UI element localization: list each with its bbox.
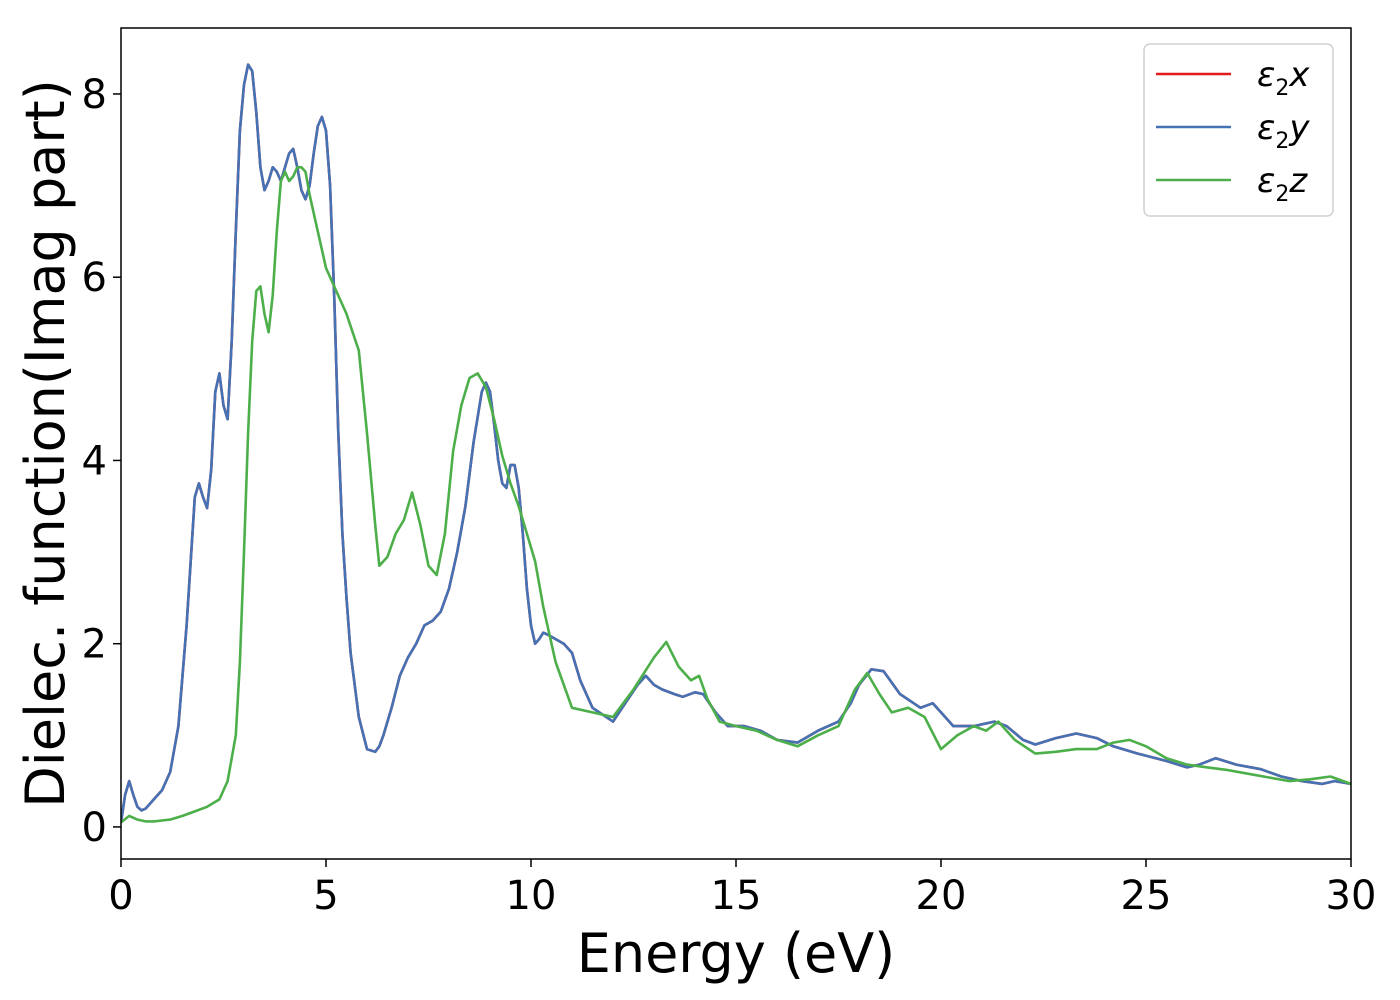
legend-label-z: ε2z <box>1257 161 1308 207</box>
series-line-y <box>121 63 1351 824</box>
legend-symbol: ε <box>1257 108 1275 148</box>
y-axis: 0 2 4 6 8 <box>82 72 121 851</box>
legend-symbol: ε <box>1257 55 1275 95</box>
legend-label-y: ε2y <box>1257 108 1310 154</box>
x-tick-label: 25 <box>1121 873 1172 919</box>
y-tick-label: 8 <box>82 72 107 118</box>
y-axis-label: Dielec. function(Imag part) <box>14 79 77 808</box>
y-tick-label: 4 <box>82 438 107 484</box>
legend-variable: z <box>1288 161 1308 201</box>
x-tick-label: 15 <box>711 873 762 919</box>
legend-label-x: ε2x <box>1257 55 1310 101</box>
legend-variable: y <box>1288 108 1310 148</box>
legend-subscript: 2 <box>1275 129 1289 154</box>
x-axis-label: Energy (eV) <box>577 922 896 985</box>
x-tick-label: 5 <box>313 873 338 919</box>
x-tick-label: 0 <box>108 873 133 919</box>
x-axis: 0 5 10 15 20 25 30 <box>108 859 1376 919</box>
x-tick-label: 10 <box>506 873 557 919</box>
legend-symbol: ε <box>1257 161 1275 201</box>
y-tick-label: 0 <box>82 805 107 851</box>
series-layer <box>121 63 1351 824</box>
legend-variable: x <box>1288 55 1310 95</box>
series-line-z <box>121 166 1351 824</box>
legend-subscript: 2 <box>1275 76 1289 101</box>
x-tick-label: 20 <box>916 873 967 919</box>
x-tick-label: 30 <box>1326 873 1377 919</box>
y-tick-label: 6 <box>82 255 107 301</box>
legend-box <box>1143 43 1334 217</box>
legend-subscript: 2 <box>1275 182 1289 207</box>
y-tick-label: 2 <box>82 622 107 668</box>
